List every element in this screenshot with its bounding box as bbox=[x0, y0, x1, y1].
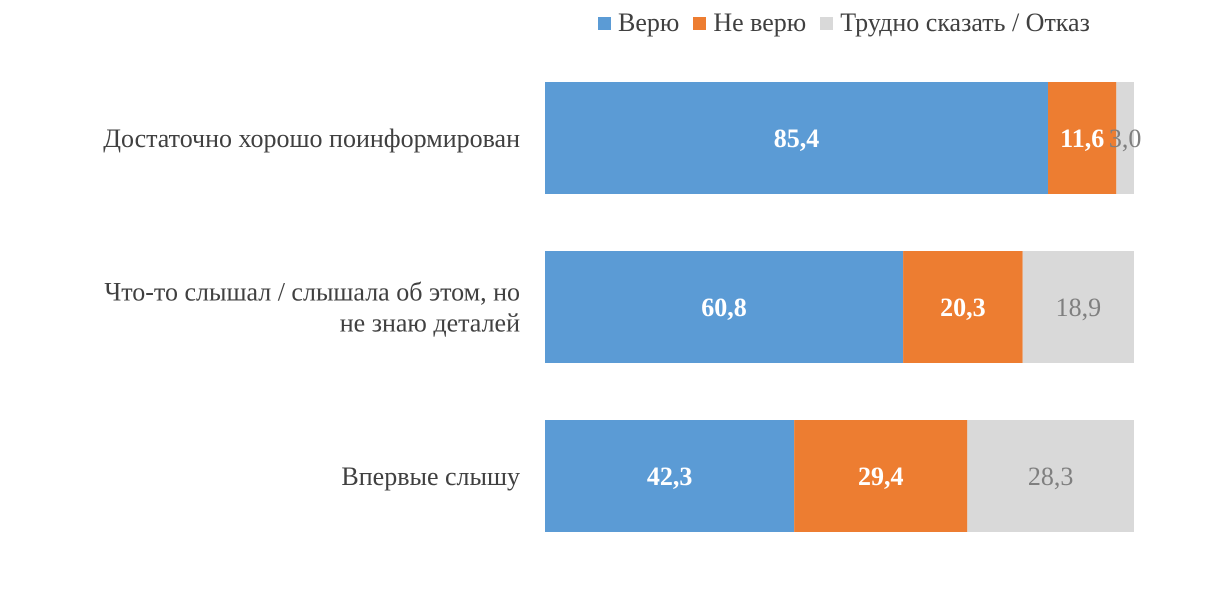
legend-label-undecided: Трудно сказать / Отказ bbox=[840, 8, 1090, 37]
bar-segment-undecided bbox=[967, 420, 1134, 532]
data-label-disbelieve: 11,6 bbox=[1060, 124, 1104, 153]
legend-item-undecided: Трудно сказать / Отказ bbox=[820, 8, 1090, 38]
data-label-undecided: 28,3 bbox=[1028, 462, 1074, 491]
data-label-undecided: 18,9 bbox=[1056, 293, 1102, 322]
legend-swatch-believe bbox=[598, 16, 611, 30]
legend: Верю Не верю Трудно сказать / Отказ bbox=[598, 8, 1104, 38]
data-label-disbelieve: 20,3 bbox=[940, 293, 986, 322]
category-label-line: Что-то слышал / слышала об этом, но bbox=[104, 278, 520, 307]
category-label-line: Достаточно хорошо поинформирован bbox=[103, 124, 520, 153]
legend-item-believe: Верю bbox=[598, 8, 679, 38]
bar-segment-disbelieve bbox=[1048, 82, 1117, 194]
data-label-disbelieve: 29,4 bbox=[858, 462, 904, 491]
data-label-believe: 85,4 bbox=[774, 124, 820, 153]
bar-segment-believe bbox=[545, 82, 1049, 194]
category-label: Достаточно хорошо поинформирован bbox=[103, 124, 520, 153]
bar-segment-undecided bbox=[1116, 82, 1134, 194]
data-label-believe: 60,8 bbox=[701, 293, 747, 322]
category-label: Впервые слышу bbox=[341, 462, 520, 491]
category-label-line: не знаю деталей bbox=[340, 309, 520, 338]
legend-swatch-disbelieve bbox=[693, 16, 707, 30]
data-label-believe: 42,3 bbox=[647, 462, 693, 491]
data-label-undecided: 3,0 bbox=[1109, 124, 1142, 153]
legend-item-disbelieve: Не верю bbox=[693, 8, 806, 38]
bar-segment-believe bbox=[545, 251, 904, 363]
bar-segment-undecided bbox=[1022, 251, 1134, 363]
bar-segment-believe bbox=[545, 420, 795, 532]
legend-swatch-undecided bbox=[820, 16, 834, 30]
bar-segment-disbelieve bbox=[903, 251, 1023, 363]
bar-segment-disbelieve bbox=[794, 420, 968, 532]
category-label: Что-то слышал / слышала об этом, но не зн… bbox=[104, 278, 520, 338]
category-label-line: Впервые слышу bbox=[341, 462, 520, 491]
legend-label-believe: Верю bbox=[618, 8, 680, 37]
legend-label-disbelieve: Не верю bbox=[713, 8, 807, 37]
